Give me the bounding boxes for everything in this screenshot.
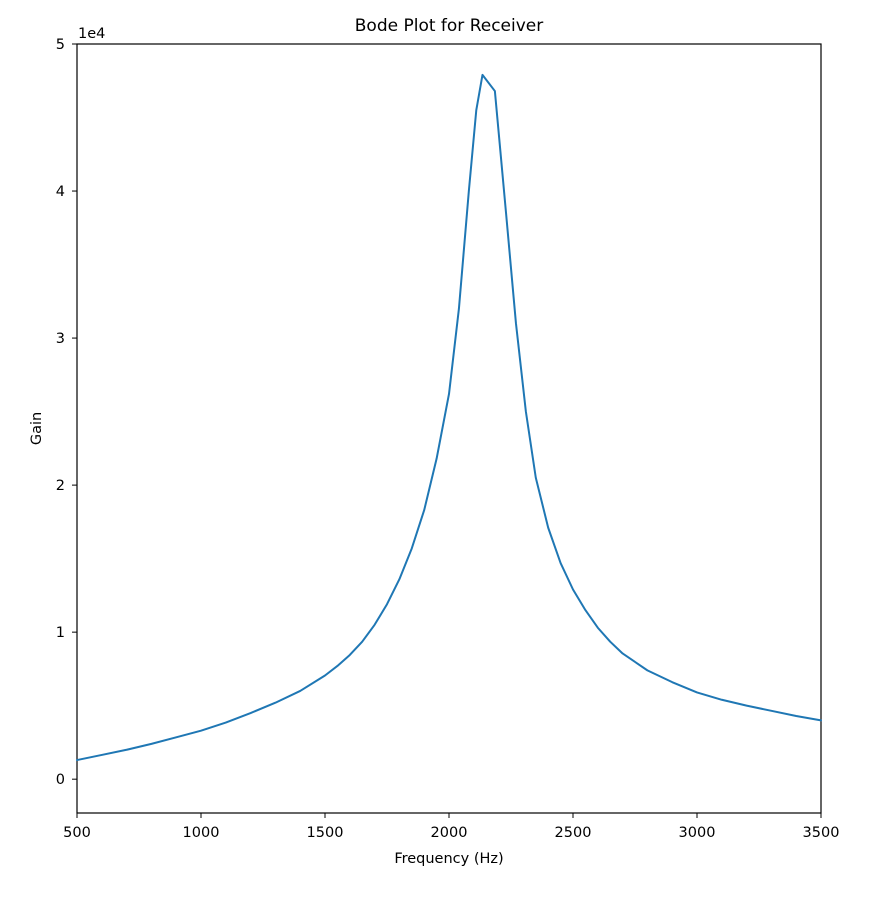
y-tick-label: 2 <box>56 478 65 494</box>
x-tick-label: 1000 <box>183 825 220 841</box>
x-tick-label: 1500 <box>307 825 344 841</box>
x-tick-label: 3000 <box>679 825 716 841</box>
y-tick-label: 3 <box>56 331 65 347</box>
plot-area <box>76 43 822 814</box>
x-tick-label: 3500 <box>803 825 840 841</box>
y-axis-offset-label: 1e4 <box>78 26 105 42</box>
x-axis: 500 1000 1500 2000 2500 3000 3500 <box>63 813 839 841</box>
y-tick-label: 1 <box>56 625 65 641</box>
y-axis: 0 1 2 3 4 5 <box>56 37 77 788</box>
x-tick-label: 2500 <box>555 825 592 841</box>
x-tick-label: 500 <box>63 825 91 841</box>
series-line-gain <box>76 73 822 762</box>
y-tick-label: 4 <box>56 184 65 200</box>
y-tick-label: 0 <box>56 772 65 788</box>
y-tick-label: 5 <box>56 37 65 53</box>
y-axis-label: Gain <box>29 412 45 445</box>
x-axis-label: Frequency (Hz) <box>394 851 503 867</box>
chart-title: Bode Plot for Receiver <box>355 16 544 36</box>
x-tick-label: 2000 <box>431 825 468 841</box>
plot-frame <box>76 43 822 814</box>
